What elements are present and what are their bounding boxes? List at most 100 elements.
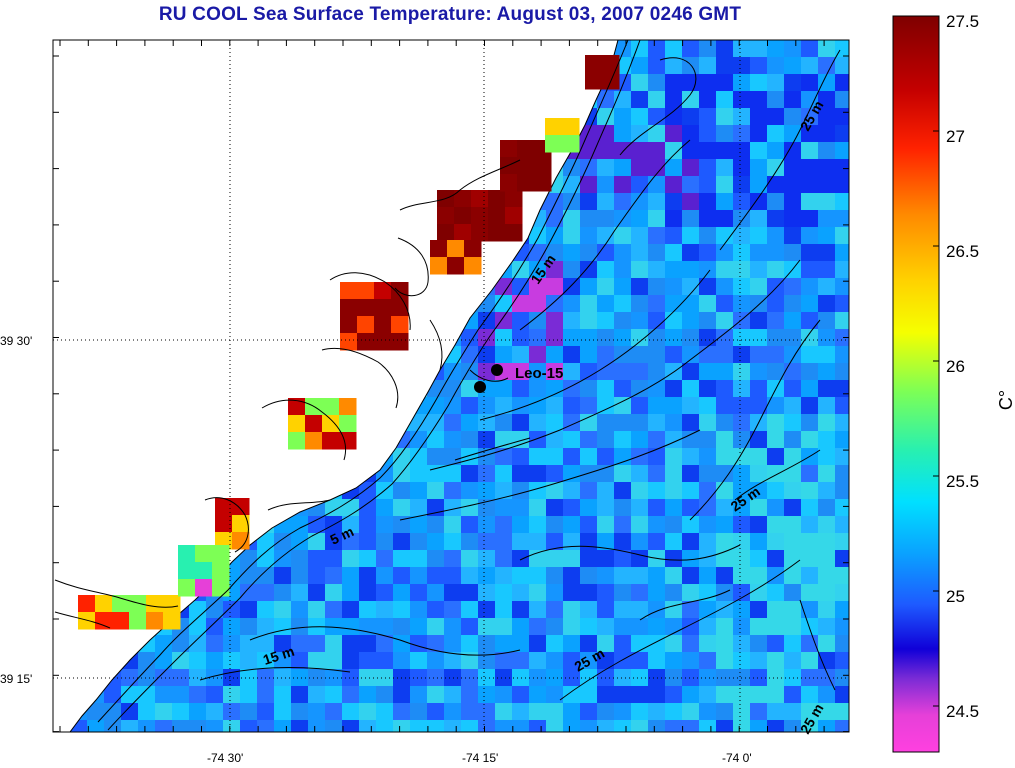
- sst-pixel: [257, 686, 275, 704]
- coastal-sst-pixel: [288, 415, 306, 433]
- sst-pixel: [580, 720, 598, 732]
- sst-pixel: [461, 346, 479, 364]
- sst-pixel: [376, 533, 394, 551]
- sst-pixel: [631, 193, 649, 211]
- sst-pixel: [240, 720, 258, 732]
- sst-pixel: [784, 703, 802, 721]
- sst-pixel: [648, 176, 666, 194]
- sst-pixel: [597, 499, 615, 517]
- sst-pixel: [427, 397, 445, 415]
- axis-ticks: [53, 40, 849, 733]
- sst-pixel: [342, 720, 360, 732]
- sst-pixel: [733, 108, 751, 126]
- sst-pixel: [308, 652, 326, 670]
- sst-pixel: [699, 482, 717, 500]
- sst-pixel: [240, 567, 258, 585]
- sst-pixel: [614, 431, 632, 449]
- sst-pixel: [563, 261, 581, 279]
- sst-pixel: [563, 550, 581, 568]
- sst-pixel: [682, 414, 700, 432]
- sst-pixel: [563, 210, 581, 228]
- sst-pixel: [699, 108, 717, 126]
- sst-pixel: [801, 380, 819, 398]
- sst-pixel: [597, 397, 615, 415]
- sst-pixel: [529, 363, 547, 381]
- sst-pixel: [631, 346, 649, 364]
- sst-pixel: [682, 244, 700, 262]
- sst-pixel: [563, 533, 581, 551]
- sst-pixel: [580, 346, 598, 364]
- sst-pixel: [495, 618, 513, 636]
- sst-pixel: [546, 278, 564, 296]
- sst-pixel: [818, 380, 836, 398]
- station-marker-leo15-a[interactable]: [491, 364, 503, 376]
- sst-pixel: [750, 108, 768, 126]
- sst-pixel: [818, 601, 836, 619]
- sst-pixel: [597, 312, 615, 330]
- sst-pixel: [750, 295, 768, 313]
- sst-pixel: [750, 159, 768, 177]
- sst-pixel: [546, 380, 564, 398]
- sst-pixel: [563, 380, 581, 398]
- sst-pixel: [444, 533, 462, 551]
- sst-pixel: [631, 516, 649, 534]
- sst-pixel: [784, 431, 802, 449]
- sst-pixel: [580, 465, 598, 483]
- sst-pixel: [716, 210, 734, 228]
- sst-pixel: [461, 584, 479, 602]
- sst-pixel: [410, 720, 428, 732]
- sst-pixel: [546, 346, 564, 364]
- sst-pixel: [580, 669, 598, 687]
- sst-pixel: [682, 465, 700, 483]
- sst-pixel: [665, 448, 683, 466]
- coastal-sst-pixel: [215, 498, 233, 516]
- coastal-sst-pixel: [488, 190, 506, 208]
- sst-pixel: [665, 499, 683, 517]
- sst-pixel: [529, 448, 547, 466]
- sst-pixel: [427, 550, 445, 568]
- sst-pixel: [529, 414, 547, 432]
- sst-pixel: [206, 669, 224, 687]
- sst-pixel: [393, 618, 411, 636]
- sst-pixel: [750, 448, 768, 466]
- sst-pixel: [750, 57, 768, 75]
- coastal-sst-pixel: [391, 299, 409, 317]
- sst-pixel: [393, 652, 411, 670]
- sst-pixel: [308, 516, 326, 534]
- sst-pixel: [716, 448, 734, 466]
- sst-pixel: [699, 159, 717, 177]
- sst-pixel: [461, 618, 479, 636]
- sst-pixel: [682, 550, 700, 568]
- sst-pixel: [801, 431, 819, 449]
- sst-pixel: [597, 703, 615, 721]
- sst-pixel: [631, 448, 649, 466]
- sst-pixel: [580, 210, 598, 228]
- sst-pixel: [818, 40, 836, 58]
- coastal-sst-pixel: [178, 545, 196, 563]
- sst-pixel: [733, 482, 751, 500]
- sst-pixel: [461, 550, 479, 568]
- sst-pixel: [546, 465, 564, 483]
- sst-pixel: [359, 601, 377, 619]
- sst-pixel: [716, 703, 734, 721]
- sst-pixel: [835, 414, 849, 432]
- station-marker-leo15-b[interactable]: [474, 381, 486, 393]
- sst-pixel: [784, 635, 802, 653]
- sst-pixel: [682, 567, 700, 585]
- sst-pixel: [138, 720, 156, 732]
- sst-pixel: [563, 414, 581, 432]
- sst-pixel: [818, 244, 836, 262]
- x-tick-label-2: -74 15': [462, 751, 498, 765]
- sst-pixel: [546, 618, 564, 636]
- sst-pixel: [580, 550, 598, 568]
- sst-pixel: [393, 533, 411, 551]
- sst-pixel: [427, 635, 445, 653]
- sst-pixel: [801, 193, 819, 211]
- sst-pixel: [410, 652, 428, 670]
- sst-pixel: [206, 703, 224, 721]
- sst-pixel: [699, 499, 717, 517]
- sst-pixel: [580, 448, 598, 466]
- sst-pixel: [512, 397, 530, 415]
- sst-pixel: [648, 533, 666, 551]
- sst-pixel: [665, 329, 683, 347]
